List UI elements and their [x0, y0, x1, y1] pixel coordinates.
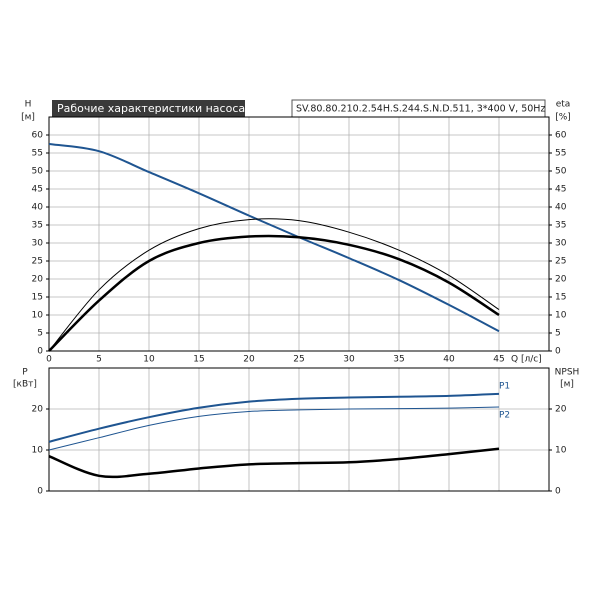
y-axis-unit: [кВт]	[13, 380, 37, 390]
y-axis-label: P	[22, 368, 28, 378]
y2-axis-label: eta	[556, 100, 571, 110]
y-tick-label: 40	[32, 203, 44, 213]
series-line	[48, 234, 500, 352]
y2-tick-label: 20	[555, 275, 567, 285]
y2-tick-label: 30	[555, 239, 567, 249]
x-tick-label: 40	[443, 355, 455, 365]
x-tick-label: 35	[393, 355, 404, 365]
x-tick-label: 15	[193, 355, 204, 365]
y2-tick-label: 35	[555, 221, 566, 231]
y2-tick-label: 0	[555, 487, 561, 497]
y2-axis-unit: [%]	[555, 113, 571, 123]
y2-tick-label: 25	[555, 257, 566, 267]
x-tick-label: 25	[293, 355, 304, 365]
y-tick-label: 15	[32, 293, 43, 303]
chart-title: Рабочие характеристики насоса	[57, 102, 245, 115]
y2-axis-unit: [м]	[560, 380, 574, 390]
series-line	[48, 218, 500, 352]
y-tick-label: 35	[32, 221, 43, 231]
series-line	[48, 447, 500, 479]
series-line	[48, 392, 500, 443]
y-tick-label: 50	[32, 167, 44, 177]
y-tick-label: 10	[32, 311, 44, 321]
x-axis-label: Q [л/с]	[511, 355, 542, 365]
y2-tick-label: 40	[555, 203, 567, 213]
x-tick-label: 10	[143, 355, 155, 365]
x-tick-label: 30	[343, 355, 355, 365]
y2-tick-label: 55	[555, 149, 566, 159]
y-tick-label: 25	[32, 257, 43, 267]
x-tick-label: 20	[243, 355, 255, 365]
series-label: P1	[499, 381, 510, 391]
x-tick-label: 45	[493, 355, 504, 365]
y-tick-label: 5	[37, 329, 43, 339]
plot-frame	[48, 116, 550, 352]
y-axis-label: H	[25, 100, 32, 110]
y-tick-label: 10	[32, 446, 44, 456]
plot-frame	[48, 367, 550, 492]
series-line	[48, 143, 500, 333]
y2-tick-label: 10	[555, 446, 567, 456]
y2-tick-label: 5	[555, 329, 561, 339]
y2-tick-label: 45	[555, 185, 566, 195]
x-tick-label: 5	[96, 355, 102, 365]
y-tick-label: 0	[37, 487, 43, 497]
chart-subtitle: SV.80.80.210.2.54H.S.244.S.N.D.511, 3*40…	[296, 104, 545, 115]
y2-axis-label: NPSH	[555, 368, 580, 378]
x-tick-label: 0	[46, 355, 52, 365]
y-tick-label: 60	[32, 131, 44, 141]
y2-tick-label: 20	[555, 405, 567, 415]
y-tick-label: 0	[37, 347, 43, 357]
y-tick-label: 30	[32, 239, 44, 249]
y-tick-label: 20	[32, 275, 44, 285]
y-tick-label: 45	[32, 185, 43, 195]
y2-tick-label: 10	[555, 311, 567, 321]
y-tick-label: 55	[32, 149, 43, 159]
series-line	[48, 406, 500, 451]
y-axis-unit: [м]	[21, 113, 35, 123]
y2-tick-label: 0	[555, 347, 561, 357]
y2-tick-label: 50	[555, 167, 567, 177]
title-box	[52, 100, 245, 117]
y2-tick-label: 60	[555, 131, 567, 141]
y2-tick-label: 15	[555, 293, 566, 303]
series-label: P2	[499, 410, 510, 420]
y-tick-label: 20	[32, 405, 44, 415]
